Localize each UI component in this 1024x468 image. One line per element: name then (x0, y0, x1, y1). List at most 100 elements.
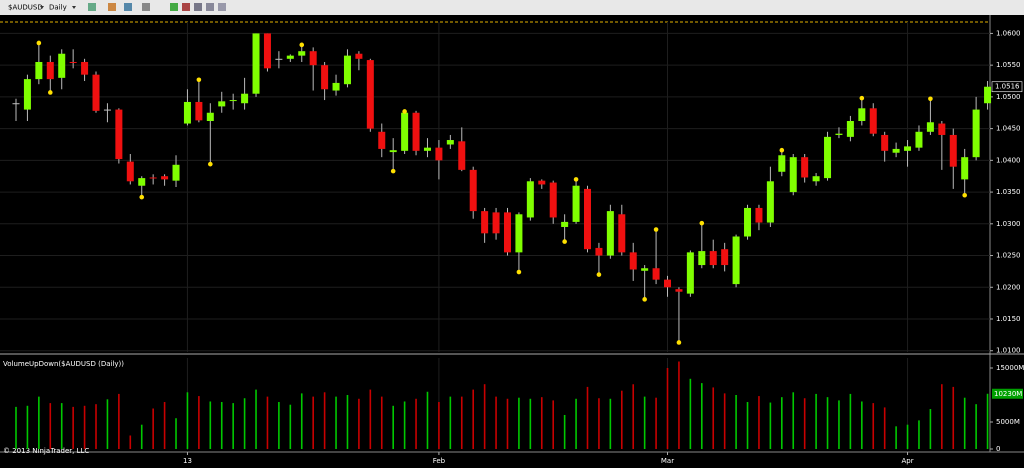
candle-body (812, 176, 820, 182)
swing-marker (699, 220, 705, 226)
y-tick-label: 1.0500 (996, 93, 1021, 101)
y-tick-label: 0 (996, 445, 1000, 453)
candle-body (366, 60, 374, 129)
last-price-box (991, 81, 1023, 93)
candle-body (755, 207, 763, 223)
candle-body (286, 55, 294, 59)
last-volume-label: 10230M (994, 390, 1022, 398)
last-price-label: 1.0516 (995, 83, 1020, 91)
candle-body (789, 157, 797, 193)
toolbar-bg (0, 0, 1024, 15)
swing-marker (676, 340, 682, 345)
candle-body (686, 252, 694, 294)
candle-body (149, 177, 157, 179)
candle-body (389, 150, 397, 153)
candle-body (538, 180, 546, 185)
candle-body (332, 82, 340, 91)
candle-body (378, 131, 386, 149)
swing-marker (36, 40, 42, 46)
symbol-selector[interactable]: $AUDUSD (8, 4, 43, 12)
swing-marker (516, 269, 522, 275)
candle-body (721, 249, 729, 266)
candle-body (778, 155, 786, 172)
y-tick-label: 1.0450 (996, 125, 1021, 133)
candle-body (652, 268, 660, 280)
candle-body (709, 251, 717, 266)
x-tick-label: 13 (183, 457, 192, 465)
x-tick-label: Apr (901, 457, 913, 465)
candle-body (824, 136, 832, 179)
tool-icon[interactable] (194, 3, 202, 11)
tool-icon[interactable] (218, 3, 226, 11)
candle-body (446, 140, 454, 145)
candle-body (938, 123, 946, 135)
candle-body (183, 101, 191, 124)
candle-body (629, 252, 637, 270)
tool-icon[interactable] (88, 3, 96, 11)
candle-body (766, 181, 774, 223)
candle-body (241, 93, 249, 104)
dropdown-arrows (40, 6, 76, 9)
swing-marker (573, 177, 579, 182)
candle-body (606, 211, 614, 256)
swing-marker (642, 297, 647, 302)
tool-icon[interactable] (182, 3, 190, 11)
last-volume-box (992, 388, 1023, 399)
candle-body (732, 236, 740, 285)
candle-body (915, 131, 923, 148)
tool-icon[interactable] (108, 3, 116, 11)
copyright: © 2013 NinjaTrader, LLC (3, 447, 89, 455)
tool-icon[interactable] (142, 3, 150, 11)
candle-body (641, 268, 649, 271)
candle-body (263, 33, 271, 69)
candle-body (595, 247, 603, 256)
y-tick-label: 15000M (996, 364, 1024, 372)
candle-body (12, 103, 20, 105)
candle-body (744, 207, 752, 237)
candle-body (161, 176, 169, 180)
candle-body (252, 33, 260, 94)
candle-body (835, 133, 843, 135)
candle-body (846, 121, 854, 137)
y-tick-label: 1.0400 (996, 156, 1021, 164)
candle-body (206, 112, 214, 121)
tool-icon[interactable] (206, 3, 214, 11)
candle-body (343, 55, 351, 85)
candle-body (35, 61, 43, 80)
candle-body (138, 178, 146, 186)
candle-body (984, 86, 992, 104)
x-tick-label: Feb (433, 457, 446, 465)
y-tick-label: 1.0600 (996, 29, 1021, 37)
tool-icon[interactable] (124, 3, 132, 11)
y-tick-label: 1.0250 (996, 252, 1021, 260)
candle-body (23, 79, 31, 110)
y-tick-label: 1.0350 (996, 188, 1021, 196)
swing-marker (196, 77, 202, 83)
y-tick-label: 1.0100 (996, 347, 1021, 355)
swing-marker (596, 272, 602, 277)
candle-body (423, 147, 431, 151)
candle-body (503, 212, 511, 253)
interval-selector[interactable]: Daily (49, 4, 67, 12)
candle-body (858, 108, 866, 121)
candle-body (92, 74, 100, 111)
tool-icon[interactable] (170, 3, 178, 11)
candle-body (561, 221, 569, 227)
x-tick-label: Mar (661, 457, 674, 465)
candle-body (526, 181, 534, 218)
candle-body (355, 53, 363, 59)
y-tick-label: 1.0300 (996, 220, 1021, 228)
candle-body (195, 101, 203, 121)
swing-marker (402, 109, 407, 114)
swing-marker (962, 192, 967, 198)
candle-body (321, 65, 329, 90)
candle-body (515, 214, 523, 253)
candle-body (275, 58, 283, 60)
swing-marker (139, 194, 145, 200)
y-tick-label: 1.0550 (996, 61, 1021, 69)
swing-marker (859, 95, 865, 101)
candle-body (401, 112, 409, 151)
candle-body (412, 112, 420, 151)
